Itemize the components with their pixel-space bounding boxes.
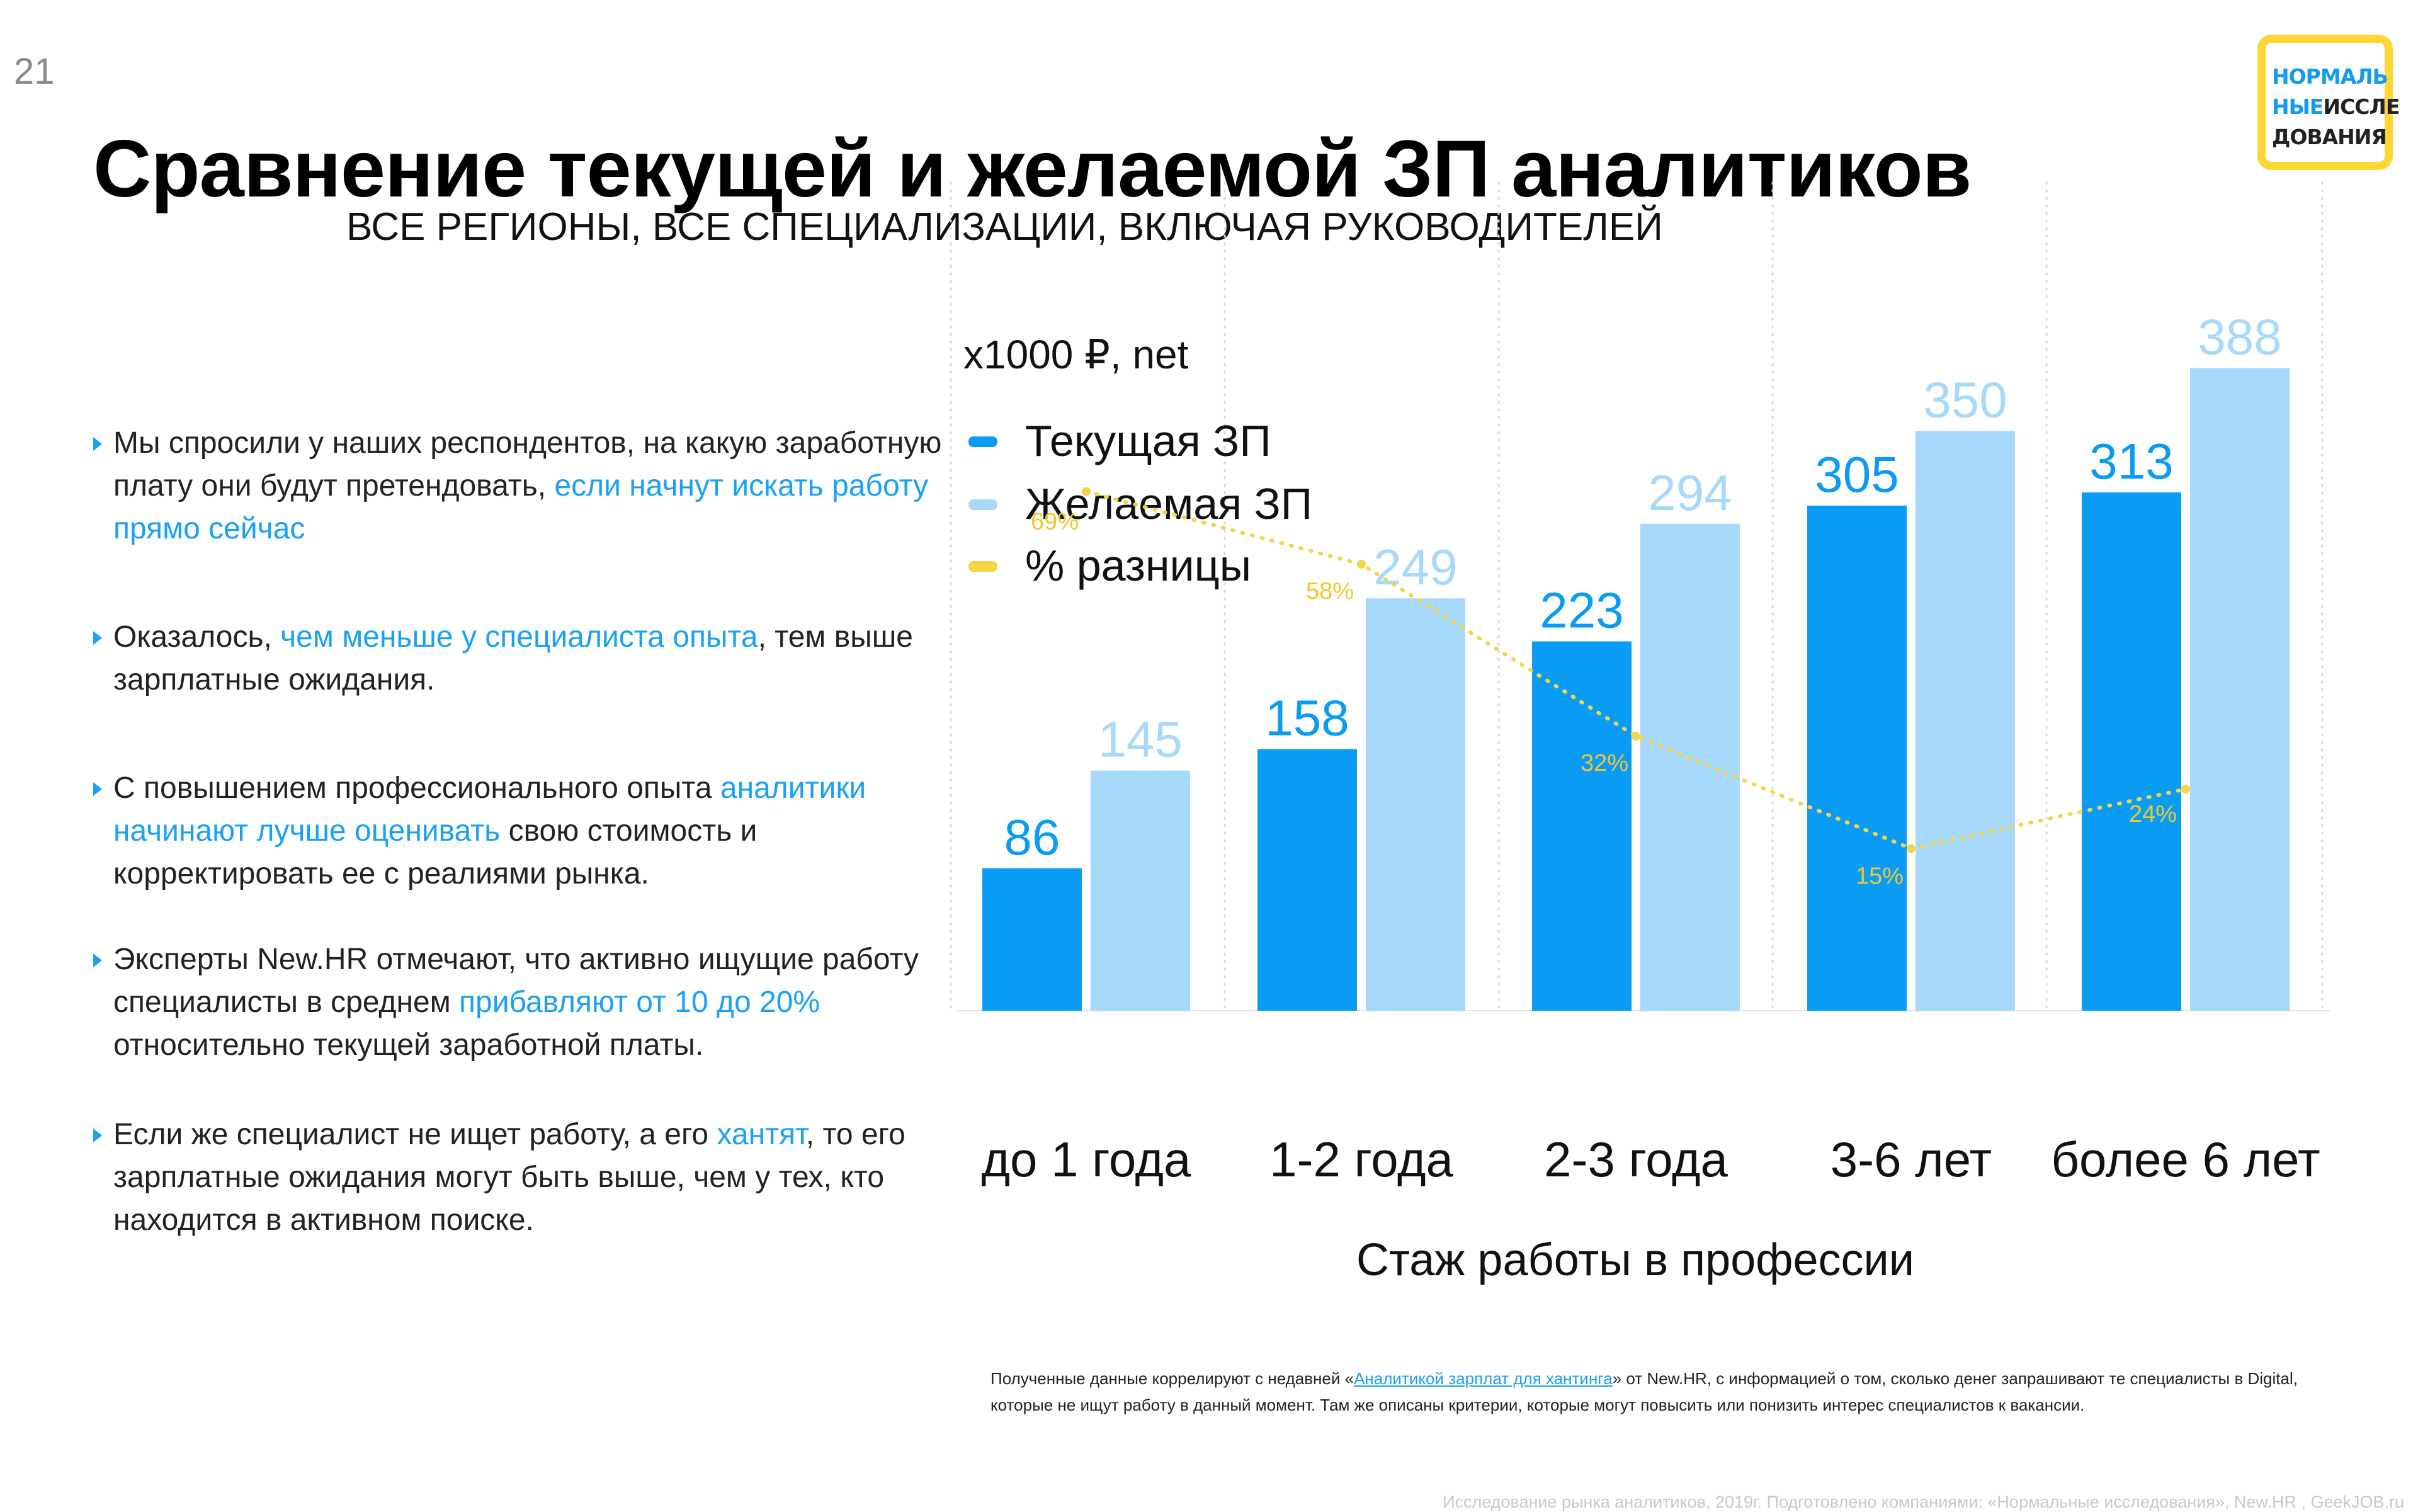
bullet-text: С повышением профессионального опыта ана… bbox=[105, 767, 961, 895]
bullet-text: Мы спросили у наших респондентов, на как… bbox=[105, 422, 961, 550]
value-label-current: 305 bbox=[1815, 446, 1899, 503]
bar-current-2 bbox=[1532, 641, 1632, 1011]
value-label-current: 158 bbox=[1265, 690, 1349, 746]
credit-line: Исследование рынка аналитиков, 2019г. По… bbox=[1443, 1492, 2404, 1511]
footnote-link[interactable]: Аналитикой зарплат для хантинга bbox=[1354, 1369, 1613, 1388]
page-number: 21 bbox=[14, 51, 55, 92]
pct-label: 69% bbox=[1031, 509, 1079, 535]
bullet-arrow-icon bbox=[93, 631, 102, 645]
bullet-segment: свою стоимость и корректировать ее с реа… bbox=[113, 814, 758, 890]
bar-wanted-1 bbox=[1366, 598, 1465, 1011]
bullet-arrow-icon bbox=[93, 437, 102, 451]
pct-point bbox=[2181, 785, 2190, 793]
pct-label: 32% bbox=[1581, 750, 1628, 776]
bullet-item: Эксперты New.HR отмечают, что активно ищ… bbox=[93, 938, 961, 1067]
category-label: 1-2 года bbox=[1269, 1132, 1453, 1187]
pct-point bbox=[1082, 487, 1091, 496]
logo-line-3: ДОВАНИЯ bbox=[2272, 125, 2387, 149]
bullet-highlight: если начнут искать работу прямо сейчас bbox=[113, 469, 929, 545]
bullet-text: Оказалось, чем меньше у специалиста опыт… bbox=[105, 616, 961, 702]
bullet-segment: , тем выше зарплатные ожидания. bbox=[113, 620, 913, 696]
pct-point bbox=[1907, 844, 1916, 853]
bullet-highlight: прибавляют от 10 до 20% bbox=[459, 986, 820, 1019]
bar-current-0 bbox=[982, 868, 1082, 1011]
x-axis-title: Стаж работы в профессии bbox=[1356, 1235, 1914, 1285]
bullet-segment: Оказалось, bbox=[113, 620, 281, 654]
bullet-item: Если же специалист не ищет работу, а его… bbox=[93, 1113, 961, 1242]
bullet-item: С повышением профессионального опыта ана… bbox=[93, 767, 961, 895]
brand-logo: НОРМАЛЬ НЫЕИССЛЕ ДОВАНИЯ bbox=[2257, 35, 2400, 170]
bullet-segment: Эксперты New.HR отмечают, что активно ищ… bbox=[113, 943, 919, 1019]
category-label: 2-3 года bbox=[1544, 1132, 1728, 1187]
footnote-text-before: Полученные данные коррелируют с недавней… bbox=[990, 1369, 1354, 1388]
value-label-wanted: 350 bbox=[1923, 372, 2007, 428]
pct-point bbox=[1632, 732, 1640, 741]
bullet-item: Оказалось, чем меньше у специалиста опыт… bbox=[93, 616, 961, 702]
bar-wanted-4 bbox=[2190, 368, 2290, 1011]
bullet-item: Мы спросили у наших респондентов, на как… bbox=[93, 422, 961, 550]
unit-label: x1000 ₽, net bbox=[963, 332, 1189, 377]
pct-label: 58% bbox=[1306, 578, 1354, 605]
value-label-wanted: 249 bbox=[1373, 539, 1457, 595]
bar-current-4 bbox=[2082, 492, 2181, 1011]
logo-line-2b: ИССЛЕ bbox=[2323, 94, 2400, 119]
bullet-segment: относительно текущей заработной платы. bbox=[113, 1028, 704, 1062]
bullet-highlight: аналитики начинают лучше оценивать bbox=[113, 771, 866, 848]
bullet-text: Если же специалист не ищет работу, а его… bbox=[105, 1113, 961, 1242]
legend-swatch bbox=[968, 561, 997, 572]
category-label: более 6 лет bbox=[2051, 1132, 2320, 1187]
category-label: 3-6 лет bbox=[1831, 1132, 1992, 1187]
legend-label: Желаемая ЗП bbox=[1025, 479, 1312, 528]
bullet-arrow-icon bbox=[93, 1128, 102, 1142]
value-label-wanted: 294 bbox=[1648, 465, 1732, 521]
page-title: Сравнение текущей и желаемой ЗП аналитик… bbox=[93, 124, 1972, 214]
bar-current-1 bbox=[1257, 749, 1357, 1011]
legend-label: % разницы bbox=[1025, 541, 1251, 590]
value-label-current: 86 bbox=[1004, 809, 1060, 865]
pct-difference-line bbox=[1084, 489, 2188, 851]
pct-label: 24% bbox=[2129, 801, 2177, 827]
legend-swatch bbox=[968, 436, 997, 447]
bullet-highlight: хантят bbox=[717, 1118, 806, 1151]
value-label-wanted: 145 bbox=[1098, 712, 1182, 768]
bullet-segment: Если же специалист не ищет работу, а его bbox=[113, 1118, 717, 1151]
bar-wanted-0 bbox=[1091, 770, 1190, 1011]
page-subtitle: ВСЕ РЕГИОНЫ, ВСЕ СПЕЦИАЛИЗАЦИИ, ВКЛЮЧАЯ … bbox=[346, 205, 1663, 249]
bar-wanted-2 bbox=[1640, 523, 1740, 1011]
bar-wanted-3 bbox=[1916, 431, 2015, 1011]
bullet-arrow-icon bbox=[93, 782, 102, 796]
bar-current-3 bbox=[1807, 505, 1907, 1011]
value-label-wanted: 388 bbox=[2198, 309, 2281, 365]
bullet-segment: Мы спросили у наших респондентов, на как… bbox=[113, 426, 942, 503]
legend-label: Текущая ЗП bbox=[1025, 416, 1271, 465]
bullet-arrow-icon bbox=[93, 953, 102, 967]
bullet-segment: , то его зарплатные ожидания могут быть … bbox=[113, 1118, 905, 1237]
footnote: Полученные данные коррелируют с недавней… bbox=[990, 1365, 2325, 1418]
value-label-current: 313 bbox=[2089, 433, 2173, 489]
footnote-text-after: » от New.HR, с информацией о том, скольк… bbox=[990, 1369, 2298, 1414]
logo-line-1: НОРМАЛЬ bbox=[2272, 64, 2388, 89]
category-label: до 1 года bbox=[982, 1132, 1192, 1187]
pct-point bbox=[1357, 560, 1366, 569]
value-label-current: 223 bbox=[1540, 583, 1623, 639]
bullet-highlight: чем меньше у специалиста опыта bbox=[280, 620, 758, 654]
legend-swatch bbox=[968, 499, 997, 510]
bullet-text: Эксперты New.HR отмечают, что активно ищ… bbox=[105, 938, 961, 1067]
logo-line-2a: НЫЕ bbox=[2272, 94, 2324, 119]
pct-label: 15% bbox=[1856, 863, 1904, 890]
bullet-segment: С повышением профессионального опыта bbox=[113, 771, 720, 805]
